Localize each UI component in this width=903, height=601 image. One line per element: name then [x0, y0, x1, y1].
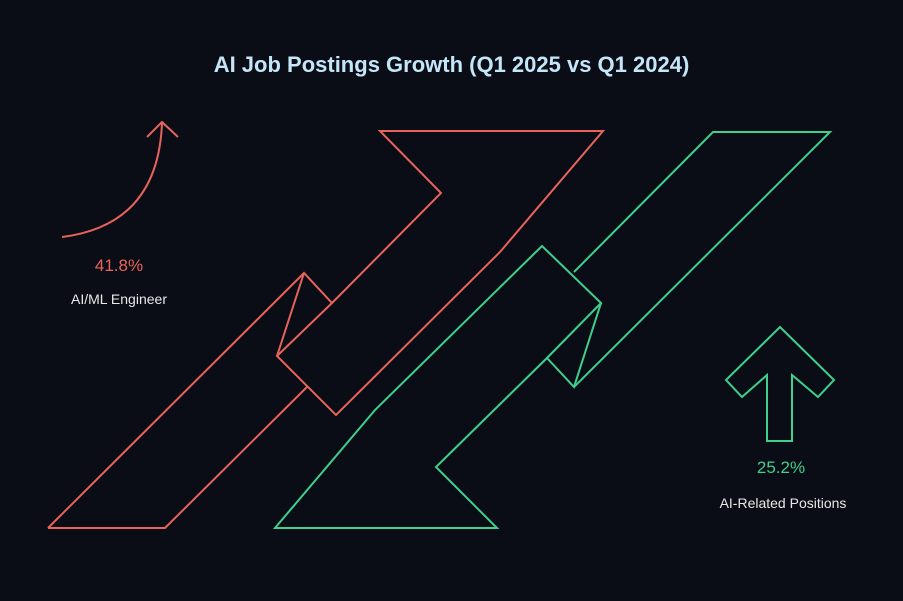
- green-ribbon-main: [272, 244, 603, 529]
- ai-related-positions-value: 25.2%: [756, 458, 806, 477]
- ai-related-positions-label: AI-Related Positions: [719, 495, 847, 511]
- green-ribbon-fold: [546, 302, 602, 389]
- green-ribbon-shape: [272, 131, 833, 529]
- ai-ml-engineer-label: AI/ML Engineer: [71, 291, 167, 307]
- red-ribbon-lower: [48, 386, 308, 529]
- page-title: AI Job Postings Growth (Q1 2025 vs Q1 20…: [213, 52, 690, 77]
- ai-ml-engineer-value: 41.8%: [94, 256, 144, 275]
- block-arrow-up-icon: [724, 325, 836, 442]
- red-ribbon-shape: [47, 130, 606, 529]
- green-ribbon-upper: [573, 131, 833, 388]
- red-ribbon-fold: [276, 272, 305, 357]
- curved-arrow-up-icon: [61, 120, 179, 238]
- red-ribbon-upper: [47, 130, 606, 529]
